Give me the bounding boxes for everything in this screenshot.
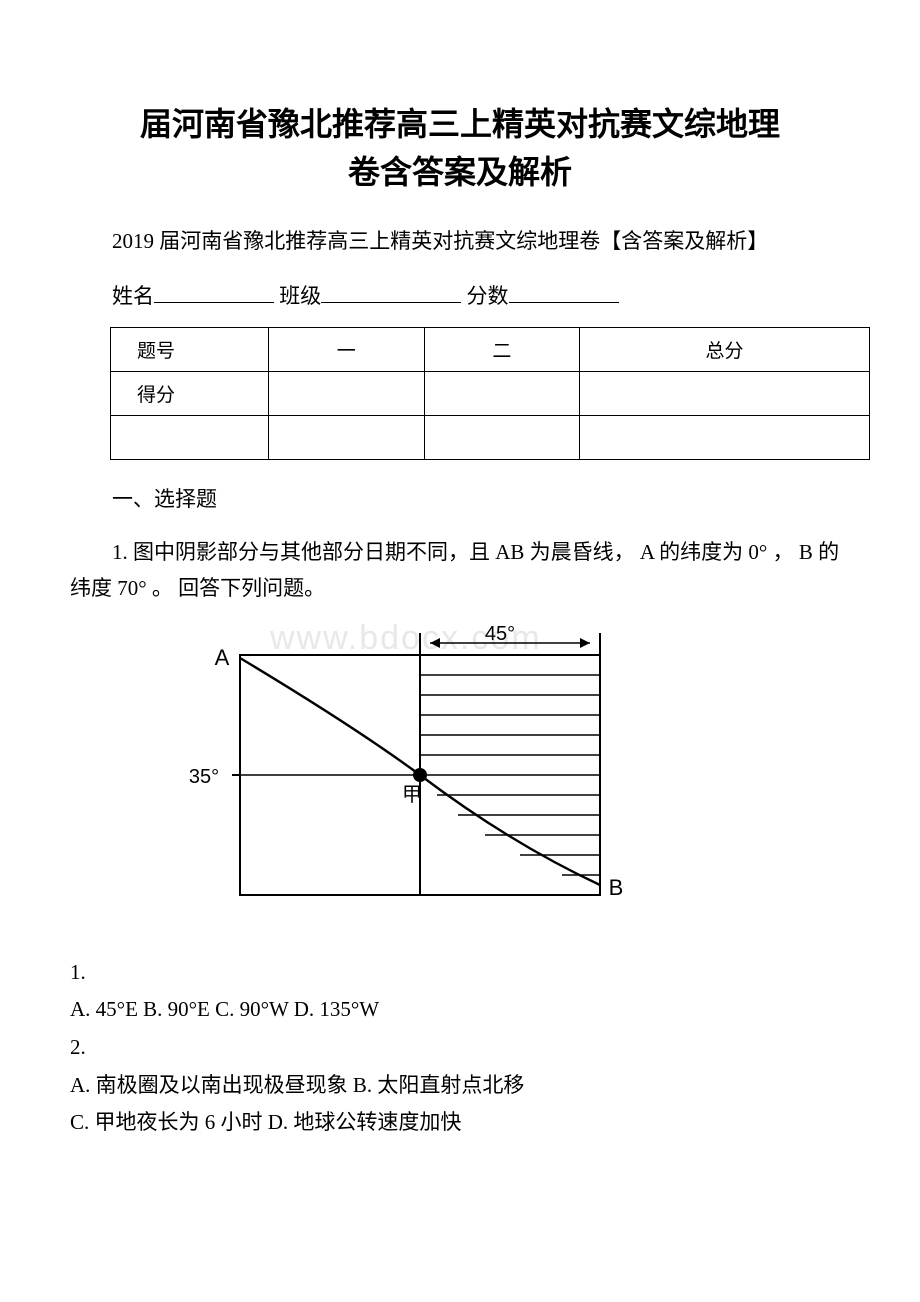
class-label: 班级 <box>279 284 321 308</box>
table-row: 题号 一 二 总分 <box>111 327 870 371</box>
q1-sub2-options-1: A. 南极圈及以南出现极昼现象 B. 太阳直射点北移 <box>70 1068 850 1104</box>
point-jia <box>413 768 427 782</box>
label-jia: 甲 <box>402 784 422 806</box>
title-line-2: 卷含答案及解析 <box>348 154 572 190</box>
row3-cell-1[interactable] <box>269 415 425 459</box>
label-45: 45° <box>485 625 515 645</box>
row1-label: 题号 <box>111 327 269 371</box>
name-blank[interactable] <box>154 278 274 303</box>
label-35: 35° <box>189 766 219 788</box>
row3-cell-2[interactable] <box>424 415 580 459</box>
q1-diagram: www.bdocx.com 45° A 35° <box>180 625 850 931</box>
q1-sub2: 2. <box>70 1030 850 1066</box>
name-label: 姓名 <box>112 284 154 308</box>
table-row <box>111 415 870 459</box>
q1-subquestions: 1. A. 45°E B. 90°E C. 90°W D. 135°W 2. A… <box>70 955 850 1141</box>
student-info-line: 姓名 班级 分数 <box>70 278 850 315</box>
page: 届河南省豫北推荐高三上精英对抗赛文综地理 卷含答案及解析 2019 届河南省豫北… <box>0 0 920 1203</box>
section-1-heading: 一、选择题 <box>70 482 850 518</box>
class-blank[interactable] <box>321 278 461 303</box>
row1-cell-3: 总分 <box>580 327 870 371</box>
label-A: A <box>215 645 230 670</box>
score-blank[interactable] <box>509 278 619 303</box>
row3-cell-3[interactable] <box>580 415 870 459</box>
q1-sub2-options-2: C. 甲地夜长为 6 小时 D. 地球公转速度加快 <box>70 1105 850 1141</box>
row1-cell-1: 一 <box>269 327 425 371</box>
q1-sub1: 1. <box>70 955 850 991</box>
q1-sub1-options: A. 45°E B. 90°E C. 90°W D. 135°W <box>70 992 850 1028</box>
label-B: B <box>609 875 624 900</box>
score-label: 分数 <box>467 284 509 308</box>
diagram-svg: 45° A 35° 甲 B <box>180 625 660 931</box>
title-line-1: 届河南省豫北推荐高三上精英对抗赛文综地理 <box>140 106 780 142</box>
row2-cell-1[interactable] <box>269 371 425 415</box>
score-table: 题号 一 二 总分 得分 <box>110 327 870 460</box>
row1-cell-2: 二 <box>424 327 580 371</box>
row2-label: 得分 <box>111 371 269 415</box>
document-title: 届河南省豫北推荐高三上精英对抗赛文综地理 卷含答案及解析 <box>70 100 850 196</box>
q1-stem: 1. 图中阴影部分与其他部分日期不同，且 AB 为晨昏线， A 的纬度为 0° … <box>70 535 850 606</box>
arrow-right-icon <box>580 638 590 648</box>
arrow-left-icon <box>430 638 440 648</box>
row2-cell-2[interactable] <box>424 371 580 415</box>
intro-paragraph: 2019 届河南省豫北推荐高三上精英对抗赛文综地理卷【含答案及解析】 <box>70 224 850 260</box>
table-row: 得分 <box>111 371 870 415</box>
row2-cell-3[interactable] <box>580 371 870 415</box>
row3-cell-0[interactable] <box>111 415 269 459</box>
